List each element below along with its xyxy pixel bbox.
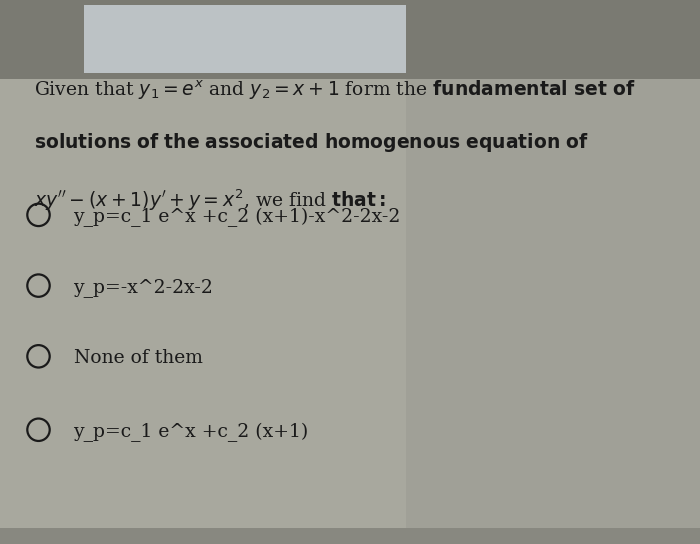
Bar [84,5,406,73]
Text: y_p=c_1 e^x +c_2 (x+1): y_p=c_1 e^x +c_2 (x+1) [74,423,309,442]
Text: $xy'' - (x+1)y' + y = x^2$, we find $\mathbf{that:}$: $xy'' - (x+1)y' + y = x^2$, we find $\ma… [34,188,386,213]
Text: $\mathbf{solutions\ of\ the\ associated\ homogenous\ equation\ of}$: $\mathbf{solutions\ of\ the\ associated\… [34,131,589,153]
Bar [0,528,700,544]
Text: None of them: None of them [74,349,202,367]
Bar [0,0,700,79]
Bar [406,79,700,528]
Text: y_p=-x^2-2x-2: y_p=-x^2-2x-2 [74,279,214,298]
Text: y_p=c_1 e^x +c_2 (x+1)-x^2-2x-2: y_p=c_1 e^x +c_2 (x+1)-x^2-2x-2 [74,208,401,227]
Text: Given that $y_1 = e^x$ and $y_2 = x + 1$ form the $\mathbf{fundamental\ set\ of}: Given that $y_1 = e^x$ and $y_2 = x + 1$… [34,79,635,102]
